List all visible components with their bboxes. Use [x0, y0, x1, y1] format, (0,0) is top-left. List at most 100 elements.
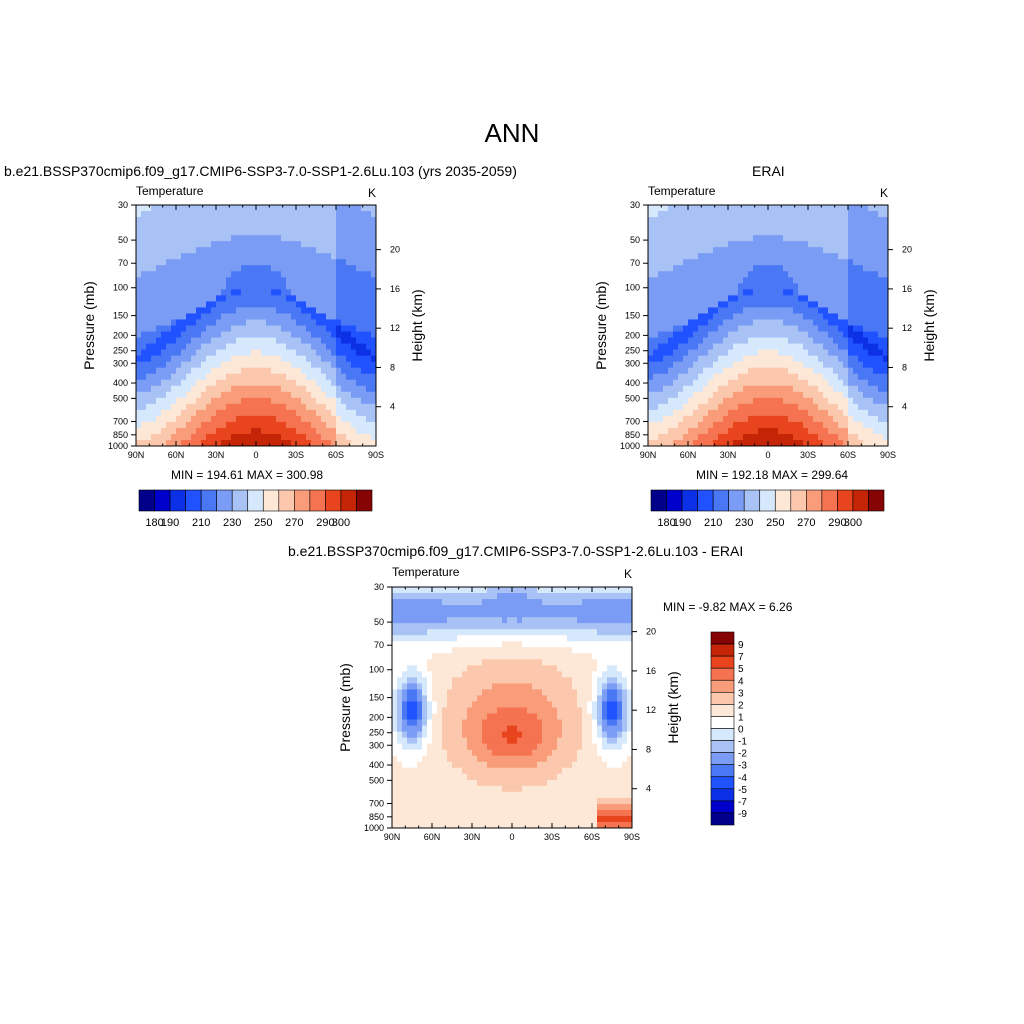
- field-cell: [201, 205, 207, 212]
- field-cell: [392, 599, 398, 606]
- field-cell: [653, 223, 659, 230]
- field-cell: [427, 671, 433, 678]
- field-cell: [487, 755, 493, 763]
- field-cell: [221, 385, 227, 393]
- field-cell: [788, 259, 794, 266]
- field-cell: [858, 325, 864, 333]
- field-cell: [156, 343, 162, 351]
- field-cell: [351, 421, 357, 429]
- field-cell: [156, 391, 162, 399]
- field-cell: [818, 277, 824, 284]
- field-cell: [467, 665, 473, 672]
- field-cell: [703, 415, 709, 423]
- field-cell: [181, 253, 187, 260]
- field-cell: [823, 289, 829, 296]
- field-cell: [698, 319, 704, 327]
- field-cell: [733, 409, 739, 417]
- field-cell: [216, 409, 222, 417]
- field-cell: [738, 337, 744, 345]
- field-cell: [166, 409, 172, 417]
- field-cell: [658, 235, 664, 242]
- field-cell: [321, 253, 327, 260]
- field-cell: [778, 265, 784, 272]
- field-cell: [853, 337, 859, 345]
- field-cell: [753, 415, 759, 423]
- field-cell: [321, 421, 327, 429]
- field-cell: [236, 277, 242, 284]
- field-cell: [828, 439, 834, 446]
- field-cell: [668, 331, 674, 339]
- field-cell: [773, 409, 779, 417]
- field-cell: [291, 385, 297, 393]
- field-cell: [231, 379, 237, 387]
- field-cell: [171, 229, 177, 236]
- field-cell: [843, 397, 849, 405]
- field-cell: [236, 367, 242, 375]
- field-cell: [738, 439, 744, 446]
- field-cell: [161, 367, 167, 375]
- field-cell: [853, 331, 859, 339]
- field-cell: [266, 337, 272, 345]
- field-cell: [226, 277, 232, 284]
- field-cell: [673, 415, 679, 423]
- field-cell: [803, 379, 809, 387]
- field-cell: [442, 821, 448, 828]
- field-cell: [663, 319, 669, 327]
- field-cell: [437, 701, 443, 709]
- field-cell: [648, 211, 654, 218]
- field-cell: [171, 289, 177, 296]
- field-cell: [853, 229, 859, 236]
- field-cell: [648, 373, 654, 381]
- field-cell: [281, 313, 287, 321]
- field-cell: [271, 217, 277, 224]
- field-cell: [813, 271, 819, 278]
- field-cell: [477, 599, 483, 606]
- field-cell: [397, 779, 403, 787]
- field-cell: [452, 707, 458, 715]
- field-cell: [356, 289, 362, 296]
- field-cell: [321, 217, 327, 224]
- field-cell: [497, 665, 503, 672]
- field-cell: [176, 361, 182, 369]
- field-cell: [848, 337, 854, 345]
- field-cell: [698, 325, 704, 333]
- field-cell: [863, 337, 869, 345]
- field-cell: [151, 325, 157, 333]
- field-cell: [838, 439, 844, 446]
- field-cell: [266, 259, 272, 266]
- field-cell: [141, 409, 147, 417]
- field-cell: [226, 397, 232, 405]
- field-cell: [502, 785, 508, 793]
- field-cell: [688, 253, 694, 260]
- field-cell: [703, 265, 709, 272]
- field-cell: [658, 265, 664, 272]
- field-cell: [658, 349, 664, 357]
- field-cell: [653, 241, 659, 248]
- field-cell: [402, 605, 408, 612]
- right-y2label: Height (km): [921, 289, 937, 361]
- field-cell: [653, 295, 659, 302]
- field-cell: [156, 379, 162, 387]
- field-cell: [492, 791, 498, 799]
- field-cell: [171, 265, 177, 272]
- field-cell: [261, 265, 267, 272]
- field-cell: [356, 337, 362, 345]
- field-cell: [723, 271, 729, 278]
- field-cell: [437, 683, 443, 691]
- field-cell: [673, 313, 679, 321]
- field-cell: [648, 247, 654, 254]
- field-cell: [648, 217, 654, 224]
- field-cell: [181, 247, 187, 254]
- field-cell: [477, 587, 483, 594]
- field-cell: [698, 289, 704, 296]
- field-cell: [708, 343, 714, 351]
- field-cell: [798, 271, 804, 278]
- field-cell: [873, 439, 879, 446]
- field-cell: [482, 803, 488, 811]
- field-cell: [361, 403, 367, 411]
- field-cell: [753, 205, 759, 212]
- field-cell: [668, 337, 674, 345]
- field-cell: [663, 343, 669, 351]
- field-cell: [281, 241, 287, 248]
- field-cell: [482, 719, 488, 727]
